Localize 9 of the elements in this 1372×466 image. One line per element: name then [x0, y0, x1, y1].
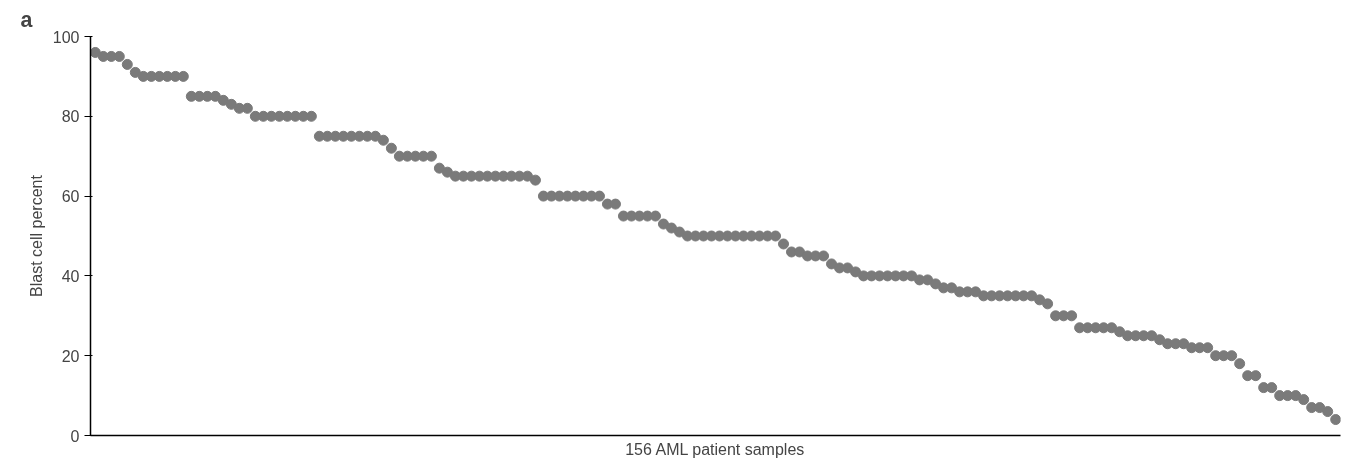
y-axis-title: Blast cell percent — [27, 174, 45, 297]
x-axis-title: 156 AML patient samples — [625, 440, 805, 458]
y-tick-label: 40 — [61, 267, 80, 285]
y-tick-label: 20 — [61, 347, 80, 365]
y-tick-label: 80 — [61, 108, 80, 126]
y-tick-label: 60 — [61, 188, 80, 206]
y-tick-label: 100 — [52, 28, 80, 46]
chart-title: a — [20, 7, 33, 32]
y-tick-label: 0 — [70, 427, 80, 445]
